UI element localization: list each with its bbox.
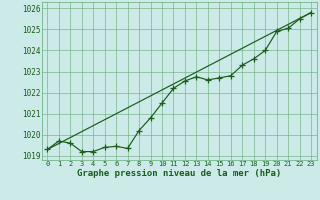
X-axis label: Graphe pression niveau de la mer (hPa): Graphe pression niveau de la mer (hPa) [77,169,281,178]
